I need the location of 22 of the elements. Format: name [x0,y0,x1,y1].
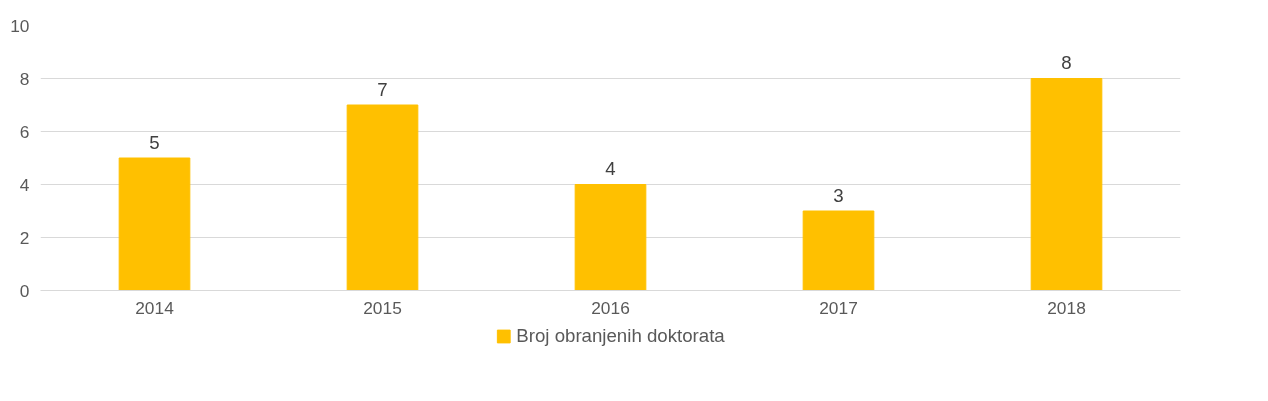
legend-label: Broj obranjenih doktorata [516,325,725,347]
y-tick-label: 0 [19,280,30,301]
data-label: 8 [1061,52,1072,74]
data-label: 4 [605,158,616,180]
data-label: 5 [149,131,160,153]
bar [574,184,647,291]
bar [802,210,875,291]
y-tick-label: 2 [19,227,30,248]
y-tick-label: 6 [19,121,30,142]
bar [346,104,419,291]
x-tick-label: 2015 [363,297,402,318]
bar [1030,78,1103,291]
bar [118,157,191,291]
y-tick-label: 4 [19,174,30,195]
y-tick-label: 10 [10,15,30,36]
y-tick-label: 8 [19,68,30,89]
data-label: 3 [833,184,844,206]
x-tick-label: 2017 [819,297,858,318]
x-tick-label: 2014 [135,297,175,318]
data-label: 7 [377,78,388,100]
x-tick-label: 2018 [1047,297,1086,318]
x-tick-label: 2016 [591,297,630,318]
